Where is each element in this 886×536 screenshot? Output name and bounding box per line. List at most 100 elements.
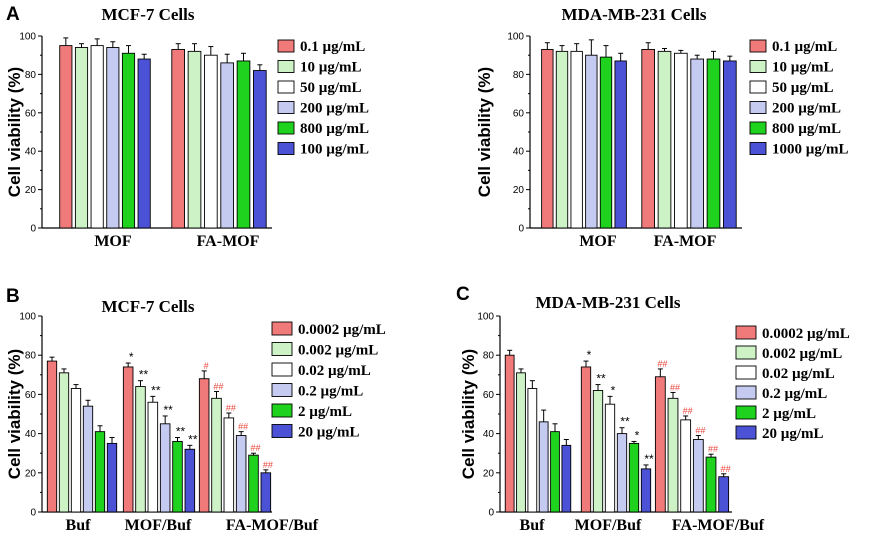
bar <box>147 401 159 513</box>
x-category-label: Buf <box>66 517 92 534</box>
legend-swatch <box>277 39 295 53</box>
legend-swatch <box>277 60 295 73</box>
bar <box>159 423 171 513</box>
legend-swatch <box>735 425 757 440</box>
legend-label: 200 µg/mL <box>772 101 841 117</box>
bar <box>223 417 235 513</box>
bar <box>198 378 210 513</box>
panel-letter: C <box>456 284 470 305</box>
x-category-label: FA-MOF <box>197 233 260 250</box>
chart-title: MCF-7 Cells <box>101 297 194 316</box>
y-axis-label: Cell viability (%) <box>5 349 24 479</box>
y-tick-label: 40 <box>25 429 37 440</box>
bar <box>172 440 183 513</box>
significance-label: ## <box>708 444 718 454</box>
y-axis-label: Cell viability (%) <box>5 67 24 197</box>
x-category-label: FA-MOF/Buf <box>226 517 319 534</box>
bar <box>706 58 721 229</box>
legend: 0.1 µg/mL 10 µg/mL 50 µg/mL 200 µg/mL 800 µg… <box>277 39 369 158</box>
significance-label: ## <box>250 443 260 453</box>
y-tick-label: 80 <box>25 70 37 81</box>
bar <box>187 50 202 229</box>
bar <box>538 421 549 513</box>
significance-label: * <box>587 348 592 362</box>
legend-swatch <box>735 365 757 380</box>
x-category-label: MOF <box>579 233 617 250</box>
bar <box>204 54 218 229</box>
chart-panel-3: B MCF-7 Cells Cell viability (%) 0 20 40 60 80 1… <box>5 286 386 534</box>
legend-label: 800 µg/mL <box>300 121 369 137</box>
y-axis-label: Cell viability (%) <box>475 67 494 197</box>
bar <box>628 442 640 513</box>
bar <box>718 476 730 513</box>
significance-label: ## <box>721 464 731 474</box>
legend-swatch <box>271 424 293 438</box>
y-tick-label: 0 <box>30 508 36 519</box>
y-tick-label: 60 <box>25 390 37 401</box>
bar <box>46 360 58 513</box>
bar <box>527 388 538 513</box>
x-category-label: MOF/Buf <box>575 517 642 534</box>
bar <box>585 54 598 229</box>
chart-panel-1: A MCF-7 Cells Cell viability (%) 0 20 40 60 80 1… <box>5 4 369 250</box>
y-tick-label: 100 <box>507 32 524 43</box>
legend-swatch <box>271 342 293 356</box>
bar <box>550 431 560 513</box>
bar <box>641 48 655 229</box>
y-tick-label: 20 <box>25 185 37 196</box>
y-tick-label: 0 <box>488 508 494 519</box>
significance-label: * <box>611 383 616 397</box>
x-category-label: MOF <box>94 233 132 250</box>
significance-label: * <box>129 350 134 364</box>
chart-panel-2: MDA-MB-231 Cells Cell viability (%) 0 20 40 6… <box>475 5 849 250</box>
legend: 0.0002 µg/mL 0.002 µg/mL 0.02 µg/mL 0.2 µg/… <box>271 321 386 441</box>
significance-label: ** <box>151 383 161 397</box>
legend-swatch <box>749 121 767 135</box>
legend-label: 0.1 µg/mL <box>300 39 365 55</box>
bar <box>74 47 89 229</box>
legend: 0.1 µg/mL 10 µg/mL 50 µg/mL 200 µg/mL 800 µg… <box>749 39 849 158</box>
bar <box>135 386 146 513</box>
legend-label: 800 µg/mL <box>772 121 841 137</box>
bar <box>541 48 554 229</box>
bar <box>640 468 652 513</box>
bar <box>657 50 672 229</box>
y-tick-label: 60 <box>513 108 525 119</box>
bar <box>580 366 592 513</box>
significance-label: ## <box>213 381 223 391</box>
legend-label: 50 µg/mL <box>772 80 834 96</box>
significance-label: ** <box>188 432 198 446</box>
y-tick-label: 100 <box>19 312 36 323</box>
x-category-label: FA-MOF <box>654 233 717 250</box>
y-tick-label: 100 <box>19 32 36 43</box>
y-tick-label: 40 <box>513 147 525 158</box>
bar <box>614 60 627 229</box>
legend-swatch <box>749 142 767 155</box>
legend-swatch <box>749 39 767 53</box>
y-axis-label: Cell viability (%) <box>459 349 478 479</box>
legend-label: 0.002 µg/mL <box>762 346 842 362</box>
chart-panel-4: C MDA-MB-231 Cells Cell viability (%) 0 20 40… <box>456 284 850 534</box>
legend-label: 2 µg/mL <box>762 406 816 422</box>
legend-label: 200 µg/mL <box>300 101 369 117</box>
bar <box>94 431 106 513</box>
significance-label: ## <box>657 359 667 369</box>
significance-label: ## <box>263 460 273 470</box>
legend-swatch <box>271 362 293 377</box>
legend-swatch <box>749 101 767 114</box>
bar <box>171 48 185 229</box>
bar <box>260 472 272 513</box>
legend-label: 0.002 µg/mL <box>298 343 378 359</box>
bar <box>723 60 737 229</box>
chart-title: MDA-MB-231 Cells <box>562 5 707 24</box>
bar <box>248 454 259 513</box>
bar <box>220 62 234 229</box>
bar <box>106 442 118 513</box>
y-tick-label: 0 <box>518 224 524 235</box>
significance-label: ** <box>596 372 606 386</box>
legend-label: 100 µg/mL <box>300 142 369 158</box>
legend-swatch <box>735 325 757 340</box>
legend-swatch <box>277 101 295 114</box>
significance-label: ## <box>683 406 693 416</box>
legend-label: 1000 µg/mL <box>772 142 849 158</box>
